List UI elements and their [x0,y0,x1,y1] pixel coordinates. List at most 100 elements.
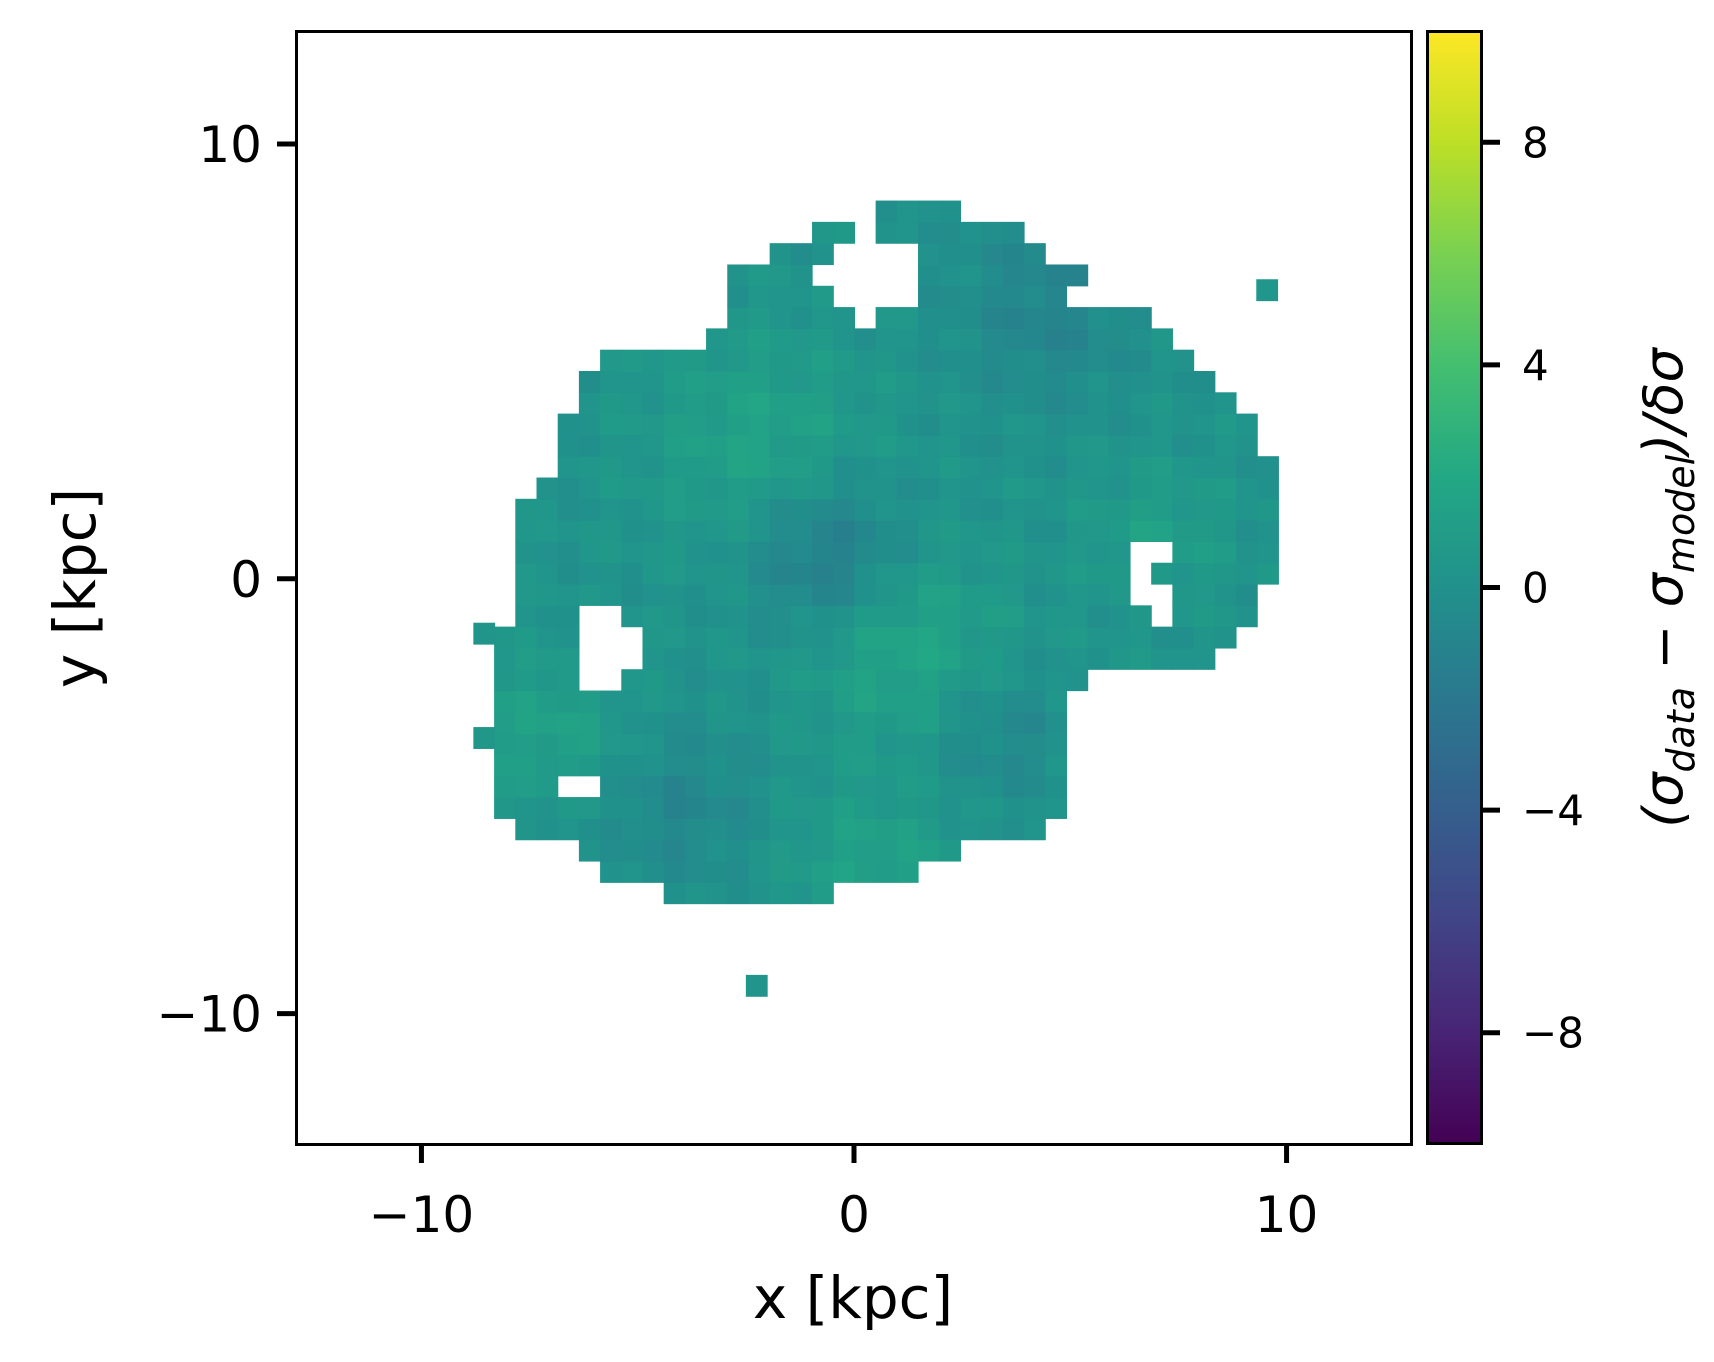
heatmap-cell [1235,456,1258,479]
heatmap-cell [875,605,898,628]
heatmap-cell [1002,498,1025,521]
heatmap-cell [642,477,665,500]
heatmap-cell [1066,477,1089,500]
y-tick-label: 0 [230,551,262,609]
heatmap-cell [1066,647,1089,670]
heatmap-cell [812,711,834,734]
heatmap-cell [515,711,538,734]
heatmap-cell [1193,647,1216,670]
heatmap-cell [1066,584,1089,606]
heatmap-cell [918,669,940,692]
colorbar-frame [1426,30,1483,1145]
heatmap-cell [960,584,983,606]
heatmap-cell [1002,669,1025,692]
heatmap-cell [790,328,813,351]
heatmap-cell [1066,541,1089,564]
heatmap-cell [896,370,919,393]
heatmap-cell [1151,413,1173,436]
heatmap-cell [663,456,686,479]
heatmap-cell [1066,562,1089,585]
heatmap-cell [663,562,686,585]
heatmap-cell [494,626,516,649]
heatmap-cell [1129,307,1152,329]
heatmap-cell [1172,647,1195,670]
heatmap-cell [1024,775,1046,798]
heatmap-cell [812,818,834,841]
heatmap-cell [642,754,665,777]
heatmap-cell [769,818,792,841]
heatmap-cell [557,626,580,649]
heatmap-cell [833,733,856,756]
heatmap-cell [769,775,792,798]
heatmap-cell [684,733,707,756]
heatmap-cell [812,690,834,713]
heatmap-cell [790,797,813,819]
heatmap-cell [1235,541,1258,564]
heatmap-cell [663,669,686,692]
heatmap-cell [1172,584,1195,606]
heatmap-cell [1214,392,1237,415]
heatmap-cell [536,669,559,692]
heatmap-cell [1002,434,1025,457]
heatmap-cell [896,690,919,713]
heatmap-cell [1151,328,1173,351]
heatmap-cell [769,477,792,500]
heatmap-cell [600,797,622,819]
heatmap-cell [494,775,516,798]
heatmap-cell [642,370,665,393]
heatmap-cell [875,584,898,606]
heatmap-cell [642,797,665,819]
heatmap-cell [790,605,813,628]
heatmap-cell [939,733,962,756]
heatmap-cell [812,221,834,244]
heatmap-cell [1002,797,1025,819]
heatmap-cell [960,456,983,479]
heatmap-cell [621,498,644,521]
heatmap-cell [1193,477,1216,500]
heatmap-cell [833,647,856,670]
heatmap-cell [663,711,686,734]
heatmap-cell [1108,413,1131,436]
heatmap-cell [918,434,940,457]
heatmap-cell [1066,456,1089,479]
heatmap-cell [706,860,728,883]
heatmap-cell [600,456,622,479]
heatmap-cell [875,690,898,713]
heatmap-cell [896,562,919,585]
heatmap-cell [1193,413,1216,436]
heatmap-cell [833,839,856,862]
heatmap-cell [981,264,1004,287]
heatmap-cell [854,541,877,564]
heatmap-cell [960,434,983,457]
heatmap-cell [1172,626,1195,649]
heatmap-cell [918,818,940,841]
heatmap-cell [960,477,983,500]
heatmap-cell [896,584,919,606]
heatmap-cell [790,392,813,415]
heatmap-cell [960,626,983,649]
heatmap-cell [896,456,919,479]
heatmap-cell [727,477,750,500]
heatmap-cell [642,839,665,862]
heatmap-cell [748,797,771,819]
heatmap-cell [939,520,962,543]
heatmap-cell [960,243,983,266]
heatmap-cell [1045,797,1067,819]
heatmap-cell [875,775,898,798]
heatmap-cell [1002,754,1025,777]
heatmap-cell [1129,328,1152,351]
heatmap-cell [745,974,768,997]
heatmap-cell [854,647,877,670]
heatmap-cell [981,307,1004,329]
heatmap-cell [960,669,983,692]
heatmap-cell [960,264,983,287]
heatmap-cell [812,498,834,521]
heatmap-cell [1129,520,1152,543]
heatmap-cell [621,733,644,756]
heatmap-cell [557,520,580,543]
heatmap-cell [918,413,940,436]
heatmap-cell [557,669,580,692]
heatmap-cell [536,754,559,777]
heatmap-cell [769,711,792,734]
heatmap-cell [748,839,771,862]
